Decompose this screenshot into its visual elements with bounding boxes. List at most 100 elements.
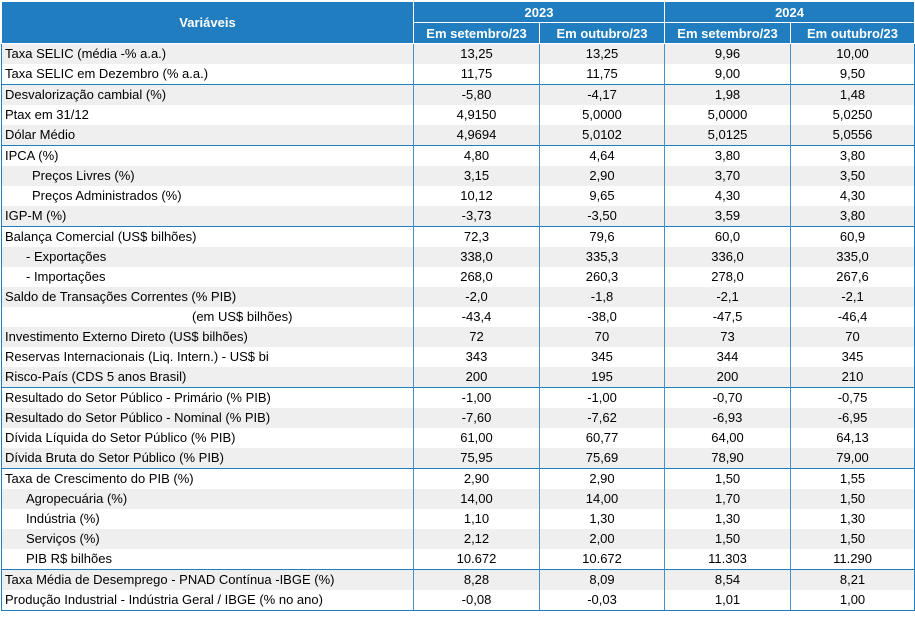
- row-value: -6,95: [790, 408, 915, 428]
- row-label: Ptax em 31/12: [1, 105, 414, 125]
- row-label: - Importações: [1, 267, 414, 287]
- row-value: 3,70: [664, 166, 791, 186]
- row-value: 70: [538, 327, 665, 347]
- row-value: -0,08: [413, 590, 540, 611]
- row-value: 1,50: [790, 529, 915, 549]
- row-value: 72: [413, 327, 540, 347]
- table-row: Taxa de Crescimento do PIB (%) 2,90 2,90 1,…: [1, 468, 915, 489]
- table-row: - Importações 268,0 260,3 278,0 267,6: [1, 267, 915, 287]
- row-value: -0,03: [538, 590, 665, 611]
- row-value: 11.303: [664, 549, 791, 570]
- row-label: IGP-M (%): [1, 206, 414, 227]
- row-value: 2,90: [538, 166, 665, 186]
- table-row: Risco-País (CDS 5 anos Brasil) 200 195 200 2…: [1, 367, 915, 388]
- table-row: Saldo de Transações Correntes (% PIB) -2,…: [1, 287, 915, 307]
- row-value: 64,00: [664, 428, 791, 448]
- row-value: 8,54: [664, 569, 791, 590]
- row-value: 78,90: [664, 448, 791, 469]
- row-value: 335,3: [538, 247, 665, 267]
- row-value: 5,0102: [538, 125, 665, 146]
- subheader-2024-outubro: Em outubro/23: [790, 22, 915, 44]
- row-value: 210: [790, 367, 915, 388]
- row-value: 1,98: [664, 84, 791, 105]
- row-value: 3,50: [790, 166, 915, 186]
- row-value: -1,00: [413, 387, 540, 408]
- row-value: 338,0: [413, 247, 540, 267]
- row-value: -2,1: [790, 287, 915, 307]
- header-year-2023: 2023: [412, 1, 666, 23]
- table-row: - Exportações 338,0 335,3 336,0 335,0: [1, 247, 915, 267]
- row-value: -38,0: [538, 307, 665, 327]
- row-value: 335,0: [790, 247, 915, 267]
- row-value: 344: [664, 347, 791, 367]
- table-row: Taxa SELIC (média -% a.a.) 13,25 13,25 9,96…: [1, 43, 915, 64]
- row-label: Saldo de Transações Correntes (% PIB): [1, 287, 414, 307]
- row-value: 1,30: [538, 509, 665, 529]
- row-value: -3,73: [413, 206, 540, 227]
- row-value: 73: [664, 327, 791, 347]
- row-value: 70: [790, 327, 915, 347]
- row-label: Preços Livres (%): [1, 166, 414, 186]
- row-value: 3,80: [664, 145, 791, 166]
- row-value: 4,9150: [413, 105, 540, 125]
- table-row: Dólar Médio 4,9694 5,0102 5,0125 5,0556: [1, 125, 915, 146]
- row-label: Reservas Internacionais (Liq. Intern.) -…: [1, 347, 414, 367]
- row-label: Risco-País (CDS 5 anos Brasil): [1, 367, 414, 388]
- row-value: 75,69: [538, 448, 665, 469]
- row-label: - Exportações: [1, 247, 414, 267]
- row-value: 3,80: [790, 145, 915, 166]
- table-row: Agropecuária (%) 14,00 14,00 1,70 1,50: [1, 489, 915, 509]
- table-row: Dívida Bruta do Setor Público (% PIB) 75,…: [1, 448, 915, 469]
- table-row: Serviços (%) 2,12 2,00 1,50 1,50: [1, 529, 915, 549]
- row-label: (em US$ bilhões): [1, 307, 414, 327]
- row-label: IPCA (%): [1, 145, 414, 166]
- row-value: 75,95: [413, 448, 540, 469]
- row-value: 1,70: [664, 489, 791, 509]
- row-value: 11,75: [538, 64, 665, 85]
- row-value: -1,8: [538, 287, 665, 307]
- row-value: 14,00: [413, 489, 540, 509]
- row-value: 267,6: [790, 267, 915, 287]
- table-row: Preços Administrados (%) 10,12 9,65 4,30 4,3…: [1, 186, 915, 206]
- table-row: Indústria (%) 1,10 1,30 1,30 1,30: [1, 509, 915, 529]
- table-row: Balança Comercial (US$ bilhões) 72,3 79,6 6…: [1, 226, 915, 247]
- table-row: Resultado do Setor Público - Nominal (% …: [1, 408, 915, 428]
- row-value: -47,5: [664, 307, 791, 327]
- row-value: 8,28: [413, 569, 540, 590]
- subheader-2023-outubro: Em outubro/23: [538, 22, 666, 44]
- table-header: Variáveis 2023 2024 Em setembro/23 Em ou…: [1, 1, 915, 44]
- table-row: (em US$ bilhões) -43,4 -38,0 -47,5 -46,4: [1, 307, 915, 327]
- row-label: PIB R$ bilhões: [1, 549, 414, 570]
- row-value: 1,01: [664, 590, 791, 611]
- row-value: 5,0000: [664, 105, 791, 125]
- row-value: 9,65: [538, 186, 665, 206]
- row-value: -46,4: [790, 307, 915, 327]
- row-value: 8,09: [538, 569, 665, 590]
- row-value: 336,0: [664, 247, 791, 267]
- row-label: Dívida Líquida do Setor Público (% PIB): [1, 428, 414, 448]
- row-value: 3,80: [790, 206, 915, 227]
- row-label: Resultado do Setor Público - Primário (%…: [1, 387, 414, 408]
- row-label: Taxa SELIC em Dezembro (% a.a.): [1, 64, 414, 85]
- row-label: Agropecuária (%): [1, 489, 414, 509]
- header-year-2024: 2024: [664, 1, 915, 23]
- row-value: -0,75: [790, 387, 915, 408]
- row-value: 1,50: [664, 529, 791, 549]
- table-row: Desvalorização cambial (%) -5,80 -4,17 1,98…: [1, 84, 915, 105]
- row-value: 11.290: [790, 549, 915, 570]
- row-value: 2,00: [538, 529, 665, 549]
- table-row: Produção Industrial - Indústria Geral / …: [1, 590, 915, 611]
- row-value: 5,0250: [790, 105, 915, 125]
- projections-table: Variáveis 2023 2024 Em setembro/23 Em ou…: [1, 1, 915, 611]
- table-row: Resultado do Setor Público - Primário (%…: [1, 387, 915, 408]
- row-value: 343: [413, 347, 540, 367]
- row-value: -7,60: [413, 408, 540, 428]
- row-label: Balança Comercial (US$ bilhões): [1, 226, 414, 247]
- table-row: IGP-M (%) -3,73 -3,50 3,59 3,80: [1, 206, 915, 227]
- row-value: 1,10: [413, 509, 540, 529]
- row-value: 5,0556: [790, 125, 915, 146]
- row-value: -2,0: [413, 287, 540, 307]
- row-value: 4,64: [538, 145, 665, 166]
- row-value: -1,00: [538, 387, 665, 408]
- row-value: 13,25: [413, 43, 540, 64]
